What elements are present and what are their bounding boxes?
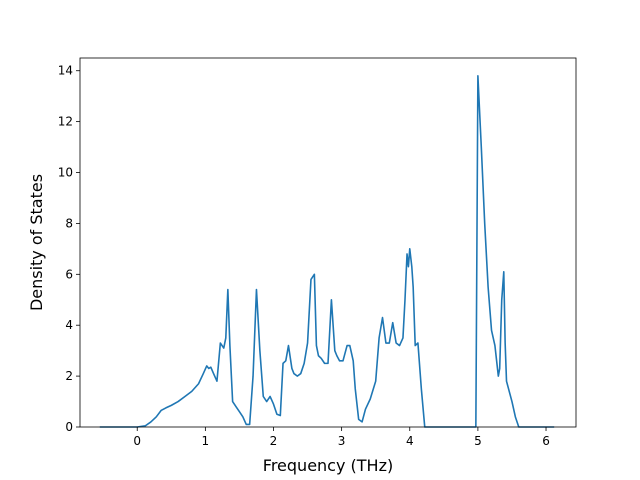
x-tick-label: 5	[474, 434, 482, 448]
x-axis-ticks: 0 1 2 3 4 5 6	[133, 427, 550, 448]
y-tick-label: 4	[65, 318, 73, 332]
x-axis-label: Frequency (THz)	[263, 456, 393, 475]
x-tick-label: 3	[338, 434, 346, 448]
y-tick-label: 2	[65, 369, 73, 383]
y-tick-label: 10	[58, 166, 73, 180]
y-axis-ticks: 0 2 4 6 8 10 12 14	[58, 64, 80, 434]
y-tick-label: 14	[58, 64, 73, 78]
y-axis-label: Density of States	[27, 174, 46, 311]
x-tick-label: 0	[133, 434, 141, 448]
x-tick-label: 2	[270, 434, 278, 448]
x-tick-label: 6	[542, 434, 550, 448]
series-line-0	[99, 75, 555, 428]
plot-area	[99, 75, 555, 428]
axes-frame	[79, 57, 577, 428]
x-tick-label: 4	[406, 434, 414, 448]
x-tick-label: 1	[202, 434, 210, 448]
y-tick-label: 12	[58, 115, 73, 129]
y-tick-label: 8	[65, 216, 73, 230]
y-tick-label: 0	[65, 420, 73, 434]
y-tick-label: 6	[65, 267, 73, 281]
